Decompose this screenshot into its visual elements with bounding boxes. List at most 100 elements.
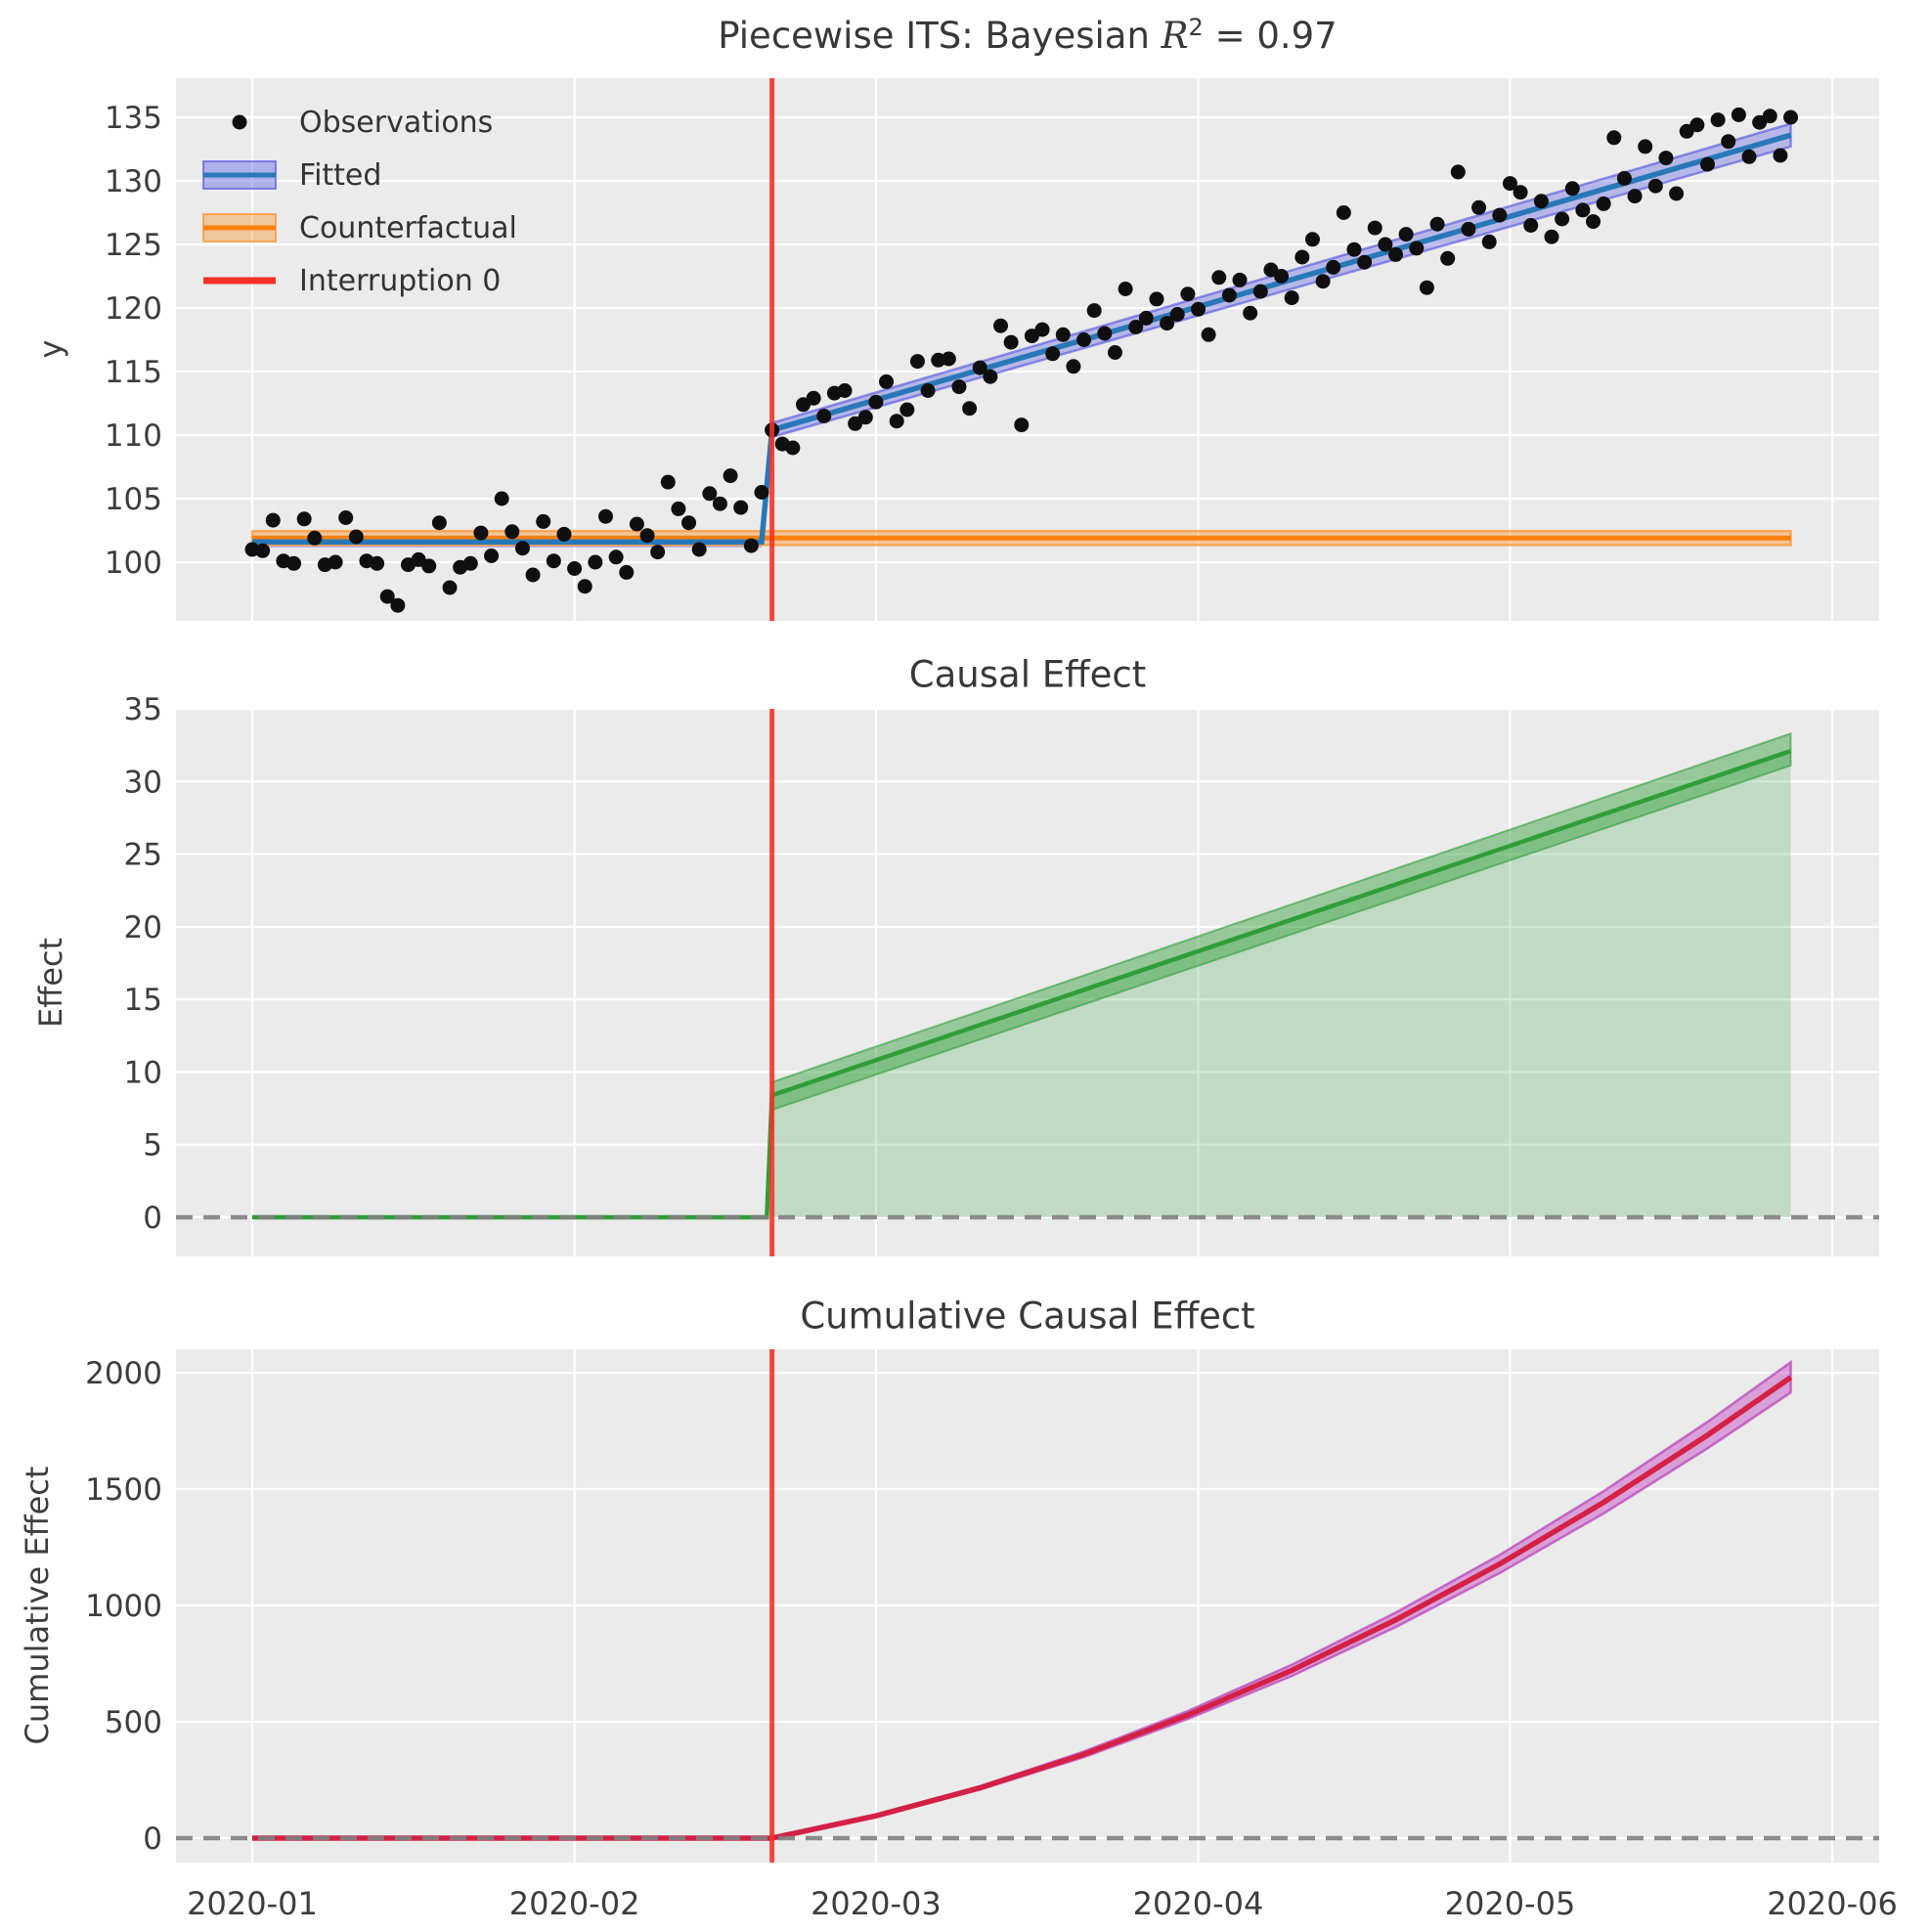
observation-dot [1409,241,1425,256]
observation-dot [1627,189,1643,204]
y-tick-label: 25 [124,838,162,873]
observation-dot [1138,310,1154,326]
observation-dot [639,528,655,544]
observation-dot [1014,417,1030,433]
observation-dot [889,414,904,429]
observation-dot [1596,196,1611,211]
observation-dot [920,383,936,398]
observation-dot [1211,270,1227,285]
observation-dot [1710,112,1726,128]
observation-dot [1076,332,1092,347]
observation-dot [567,561,583,576]
observation-dot [255,543,271,558]
observation-dot [1450,164,1466,180]
observation-dot [1440,250,1456,266]
observation-dot [816,409,832,423]
y-axis-label-bottom: Cumulative Effect [19,1466,56,1745]
observation-dot [1221,287,1237,303]
observation-dot [1180,286,1196,302]
observation-dot [1034,322,1050,337]
y-axis-label-top: y [32,339,69,359]
observation-dot [1243,305,1258,321]
observation-dot [338,510,354,525]
observations [244,107,1799,613]
observation-dot [296,511,312,527]
observation-dot [307,530,323,546]
observation-dot [941,351,956,367]
y-tick-label: 0 [143,1822,162,1857]
observation-dot [962,401,978,417]
observation-dot [1169,307,1185,322]
observation-dot [1555,211,1570,227]
observation-dot [546,553,561,569]
title-text: Piecewise ITS: Bayesian [718,15,1162,58]
observation-dot [879,373,895,389]
y-tick-label: 130 [105,164,162,199]
y-tick-label: 20 [124,910,162,945]
panel-2: 0 500 1000 1500 2000 [85,1349,1879,1863]
observation-dot [983,369,998,384]
observation-dot [536,513,551,529]
observation-dot [785,440,801,456]
top-panel-title: Piecewise ITS: Bayesian R2 = 0.97 [718,14,1337,57]
title-math-r: R [1161,15,1189,58]
observation-dot [1304,232,1320,247]
y-tick-label: 2000 [85,1356,162,1391]
y-tick-label: 15 [124,983,162,1018]
observation-dot [1721,134,1736,150]
observation-dot [868,394,884,410]
observation-dot [1492,207,1508,223]
observation-dot [484,549,500,563]
y-tick-label: 105 [105,482,162,517]
observation-dot [1315,274,1331,289]
cumulative-line [252,1375,1793,1841]
observation-dot [1513,185,1528,200]
observation-dot [1086,303,1102,319]
x-tick-label: 2020-02 [509,1885,640,1922]
observation-dot [743,538,759,553]
observation-dot [650,545,666,560]
observation-dot [857,410,873,425]
observation-dot [754,485,769,500]
observation-dot [1326,259,1341,275]
observation-dot [1731,107,1746,122]
observation-dot [1586,214,1601,230]
observation-dot [504,524,520,540]
observation-dot [1367,220,1382,236]
observation-dot [370,555,385,571]
observation-dot [1201,327,1216,342]
y-tick-label: 1500 [85,1472,162,1508]
legend-observations-marker [232,114,247,130]
observation-dot [379,589,395,604]
observation-dot [1647,178,1663,194]
observation-dot [577,579,592,594]
observation-dot [1699,156,1715,172]
legend-label: Fitted [299,158,381,193]
observation-dot [431,515,447,531]
observation-dot [1232,272,1248,287]
x-tick-label: 2020-06 [1767,1885,1898,1922]
y-tick-label: 110 [105,418,162,454]
observation-dot [1191,301,1206,317]
observation-dot [556,526,572,542]
grid [176,1349,1879,1863]
observation-dot [806,390,821,406]
observation-dot [348,529,364,545]
y-tick-label: 100 [105,546,162,581]
y-tick-label: 5 [143,1128,162,1164]
observation-dot [525,567,541,583]
observation-dot [712,496,727,511]
observation-dot [1346,242,1362,257]
observation-dot [1097,326,1113,341]
observation-dot [909,354,925,370]
observation-dot [1461,221,1476,237]
observation-dot [1564,181,1580,197]
observation-dot [286,555,302,571]
observation-dot [681,515,697,531]
observation-dot [473,525,489,541]
title-suffix: = 0.97 [1203,15,1338,58]
observation-dot [660,474,676,490]
observation-dot [1533,194,1549,209]
observation-dot [1378,237,1393,252]
